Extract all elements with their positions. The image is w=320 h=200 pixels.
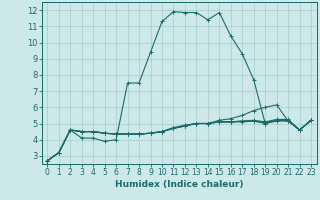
X-axis label: Humidex (Indice chaleur): Humidex (Indice chaleur): [115, 180, 244, 189]
